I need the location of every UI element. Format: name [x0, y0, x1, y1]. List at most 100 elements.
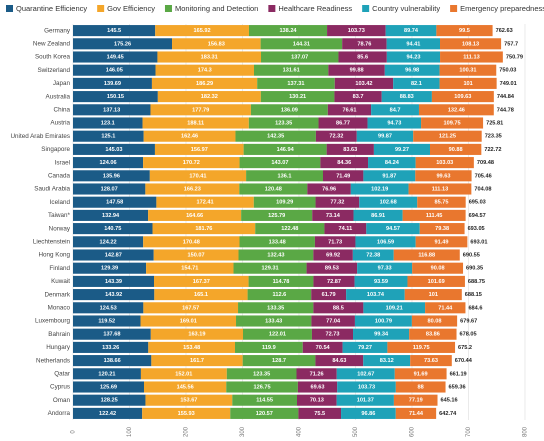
- legend-swatch: [450, 5, 458, 12]
- value-label: 122.48: [281, 226, 298, 232]
- value-label: 71.49: [336, 173, 350, 179]
- bar-segment: [338, 51, 387, 63]
- bar-segment: [73, 249, 154, 261]
- bar-segment: [73, 77, 152, 89]
- value-label: 154.71: [181, 266, 198, 272]
- value-label: 101.37: [357, 398, 374, 404]
- category-label: Kuwait: [51, 278, 70, 285]
- value-label: 101: [429, 292, 438, 298]
- bar-segment: [342, 38, 387, 50]
- value-label: 86.91: [371, 213, 385, 219]
- category-label: Singapore: [41, 146, 70, 153]
- category-label: Australia: [46, 93, 71, 100]
- value-label: 128.25: [101, 398, 118, 404]
- bar-segment: [154, 143, 244, 155]
- value-label: 132.43: [267, 252, 284, 258]
- bar-segment: [260, 91, 335, 103]
- bar-segment: [73, 38, 173, 50]
- bar-segment: [311, 289, 347, 301]
- bar-segment: [143, 157, 240, 169]
- bar-segment: [353, 209, 403, 221]
- value-label: 108.13: [462, 41, 479, 47]
- category-label: United Arab Emirates: [11, 133, 71, 140]
- category-label: Monaco: [48, 304, 71, 311]
- bar-segment: [328, 64, 385, 76]
- category-label: Andorra: [48, 410, 71, 417]
- bar-segment: [73, 104, 151, 116]
- value-label: 90.08: [431, 266, 445, 272]
- bar-segment: [151, 77, 258, 89]
- value-label: 181.76: [195, 226, 212, 232]
- x-tick-label: 800: [523, 426, 529, 437]
- bar-segment: [73, 143, 155, 155]
- value-label: 165.1: [194, 292, 208, 298]
- value-label: 91.49: [435, 239, 449, 245]
- value-label: 80.08: [428, 318, 442, 324]
- category-label: China: [54, 106, 71, 113]
- bar-segment: [140, 315, 237, 327]
- bar-segment: [73, 368, 141, 380]
- bar-segment: [248, 275, 314, 287]
- bar-segment: [238, 249, 314, 261]
- value-label: 145.5: [107, 28, 121, 34]
- x-tick-label: 400: [297, 426, 303, 437]
- legend-label: Monitoring and Detection: [175, 4, 258, 13]
- bar-segment: [327, 25, 386, 37]
- value-label: 103.42: [355, 81, 372, 87]
- bar-segment: [73, 223, 153, 235]
- legend-swatch: [6, 5, 13, 12]
- bar-segment: [357, 262, 413, 274]
- bar-segment: [296, 368, 337, 380]
- value-label: 70.13: [310, 398, 324, 404]
- bar-segment: [324, 223, 367, 235]
- value-label: 109.21: [386, 305, 403, 311]
- bar-segment: [149, 170, 247, 182]
- bar-segment: [155, 64, 254, 76]
- total-label: 688.15: [465, 292, 482, 298]
- bar-segment: [334, 77, 394, 89]
- bar-segment: [73, 130, 144, 142]
- value-label: 135.96: [103, 173, 120, 179]
- value-label: 112.6: [273, 292, 287, 298]
- bar-segment: [408, 183, 472, 195]
- bar-segment: [155, 25, 249, 37]
- bar-segment: [439, 77, 497, 89]
- bar-segment: [298, 407, 342, 419]
- value-label: 182.32: [201, 94, 218, 100]
- value-label: 149.45: [107, 54, 124, 60]
- value-label: 99.27: [395, 147, 409, 153]
- value-label: 106.59: [377, 239, 394, 245]
- bar-segment: [418, 104, 494, 116]
- value-label: 69.63: [311, 384, 325, 390]
- value-label: 146.05: [106, 68, 123, 74]
- value-label: 129.39: [101, 266, 118, 272]
- x-tick-label: 700: [466, 426, 472, 437]
- value-label: 177.79: [192, 107, 209, 113]
- bar-segment: [73, 394, 146, 406]
- value-label: 102.67: [357, 371, 374, 377]
- total-label: 762.63: [496, 28, 513, 34]
- x-tick-label: 100: [127, 426, 133, 437]
- value-label: 120.21: [98, 371, 115, 377]
- x-tick-label: 300: [240, 426, 246, 437]
- bar-segment: [242, 355, 316, 367]
- bar-segment: [363, 170, 416, 182]
- category-label: Netherlands: [36, 357, 70, 364]
- total-label: 709.48: [477, 160, 494, 166]
- value-label: 174.3: [198, 68, 212, 74]
- value-label: 77.04: [326, 318, 341, 324]
- value-label: 139.69: [104, 81, 121, 87]
- value-label: 153.48: [183, 345, 200, 351]
- value-label: 126.75: [254, 384, 271, 390]
- category-label: Oman: [53, 397, 71, 404]
- bar-segment: [230, 407, 299, 419]
- bar-segment: [73, 275, 155, 287]
- category-label: Qatar: [54, 370, 70, 377]
- value-label: 111.13: [432, 186, 449, 192]
- value-label: 75.5: [314, 411, 325, 417]
- category-label: Hong Kong: [38, 252, 70, 259]
- value-label: 71.26: [310, 371, 324, 377]
- bar-segment: [352, 249, 394, 261]
- value-label: 170.48: [183, 239, 200, 245]
- bar-segment: [73, 196, 157, 208]
